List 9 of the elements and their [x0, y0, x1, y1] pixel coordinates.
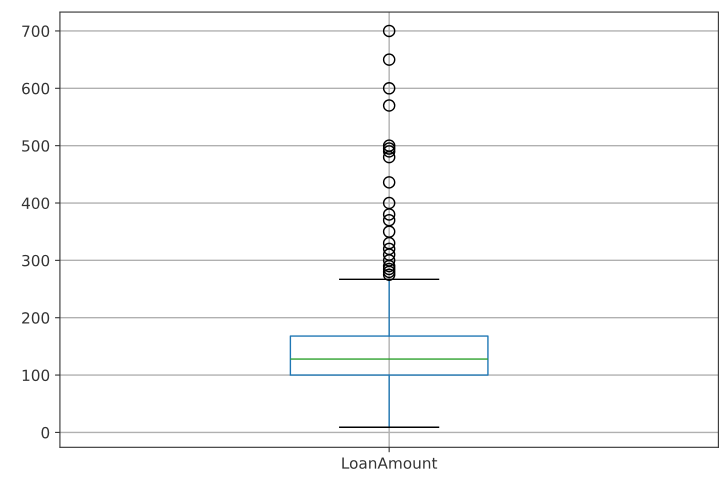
- y-tick-label: 500: [22, 140, 50, 152]
- y-tick-label: 300: [22, 254, 50, 266]
- y-tick-label: 100: [22, 370, 50, 382]
- x-tick-label: LoanAmount: [342, 458, 438, 469]
- y-tick-label: 600: [22, 82, 50, 94]
- y-tick-label: 400: [22, 197, 50, 210]
- y-tick-label: 200: [22, 312, 50, 324]
- y-tick-label: 0: [41, 426, 50, 438]
- y-tick-label: 700: [22, 25, 50, 37]
